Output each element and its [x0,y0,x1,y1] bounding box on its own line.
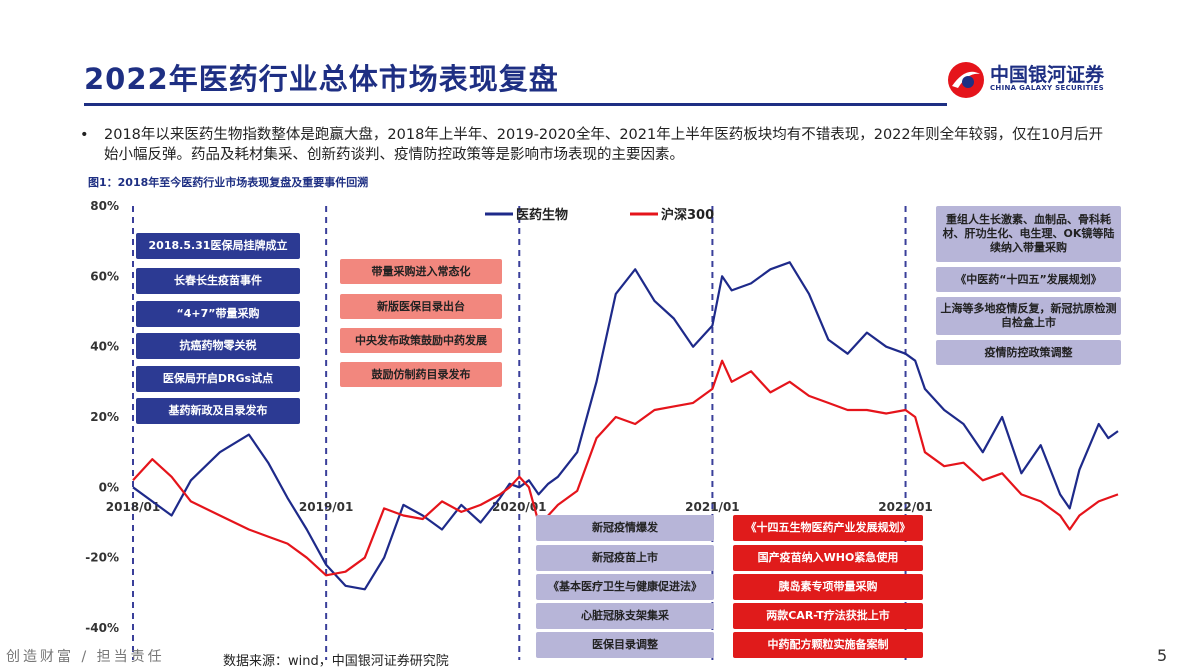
page-title: 2022年医药行业总体市场表现复盘 [84,62,559,96]
x-tick-label: 2021/01 [685,500,739,514]
data-source: 数据来源：wind，中国银河证券研究院 [223,654,449,669]
event-box-2022: 上海等多地疫情反复，新冠抗原检测自检盒上市 [936,297,1121,335]
event-box-2021: 胰岛素专项带量采购 [733,574,923,600]
event-box-2021: 中药配方颗粒实施备案制 [733,632,923,658]
x-tick-label: 2022/01 [878,500,932,514]
event-box-2020: 《基本医疗卫生与健康促进法》 [536,574,714,600]
figure-title: 图1：2018年至今医药行业市场表现复盘及重要事件回溯 [88,176,369,189]
y-tick-label: 80% [90,199,119,213]
event-box-2019: 鼓励仿制药目录发布 [340,362,502,387]
event-box-2018: 基药新政及目录发布 [136,398,300,424]
event-box-2021: 两款CAR-T疗法获批上市 [733,603,923,629]
y-tick-label: 60% [90,269,119,283]
y-tick-label: -40% [85,621,119,635]
logo-text-en: CHINA GALAXY SECURITIES [990,84,1104,92]
event-box-2020: 心脏冠脉支架集采 [536,603,714,629]
page-number: 5 [1157,646,1168,665]
x-tick-label: 2019/01 [299,500,353,514]
x-tick-label: 2018/01 [106,500,160,514]
event-box-2020: 新冠疫情爆发 [536,515,714,541]
event-box-2018: “4+7”带量采购 [136,301,300,327]
summary-text: 2018年以来医药生物指数整体是跑赢大盘，2018年上半年、2019-2020全… [104,127,1104,163]
title-divider [84,103,947,106]
event-box-2018: 2018.5.31医保局挂牌成立 [136,233,300,259]
event-box-2022: 重组人生长激素、血制品、骨科耗材、肝功生化、电生理、OK镜等陆续纳入带量采购 [936,206,1121,262]
legend-label: 医药生物 [516,207,568,223]
footer-slogan: 创造财富 / 担当责任 [6,649,165,665]
y-tick-label: 40% [90,340,119,354]
event-box-2018: 长春长生疫苗事件 [136,268,300,294]
company-logo: 中国银河证券 CHINA GALAXY SECURITIES [946,60,1126,100]
series-line-0 [132,261,1119,591]
event-box-2022: 《中医药“十四五”发展规划》 [936,267,1121,292]
y-tick-label: 20% [90,410,119,424]
event-box-2019: 带量采购进入常态化 [340,259,502,284]
bullet-marker: • [80,127,89,143]
event-box-2018: 抗癌药物零关税 [136,333,300,359]
series-line-1 [132,359,1119,577]
y-tick-label: -20% [85,551,119,565]
event-box-2021: 国产疫苗纳入WHO紧急使用 [733,545,923,571]
y-tick-label: 0% [99,480,119,494]
event-box-2021: 《十四五生物医药产业发展规划》 [733,515,923,541]
event-box-2019: 中央发布政策鼓励中药发展 [340,328,502,353]
x-tick-label: 2020/01 [492,500,546,514]
event-box-2022: 疫情防控政策调整 [936,340,1121,365]
legend-label: 沪深300 [661,207,714,223]
event-box-2018: 医保局开启DRGs试点 [136,366,300,392]
event-box-2019: 新版医保目录出台 [340,294,502,319]
event-box-2020: 医保目录调整 [536,632,714,658]
galaxy-logo-icon [948,62,984,98]
logo-text-cn: 中国银河证券 [990,64,1105,86]
event-box-2020: 新冠疫苗上市 [536,545,714,571]
